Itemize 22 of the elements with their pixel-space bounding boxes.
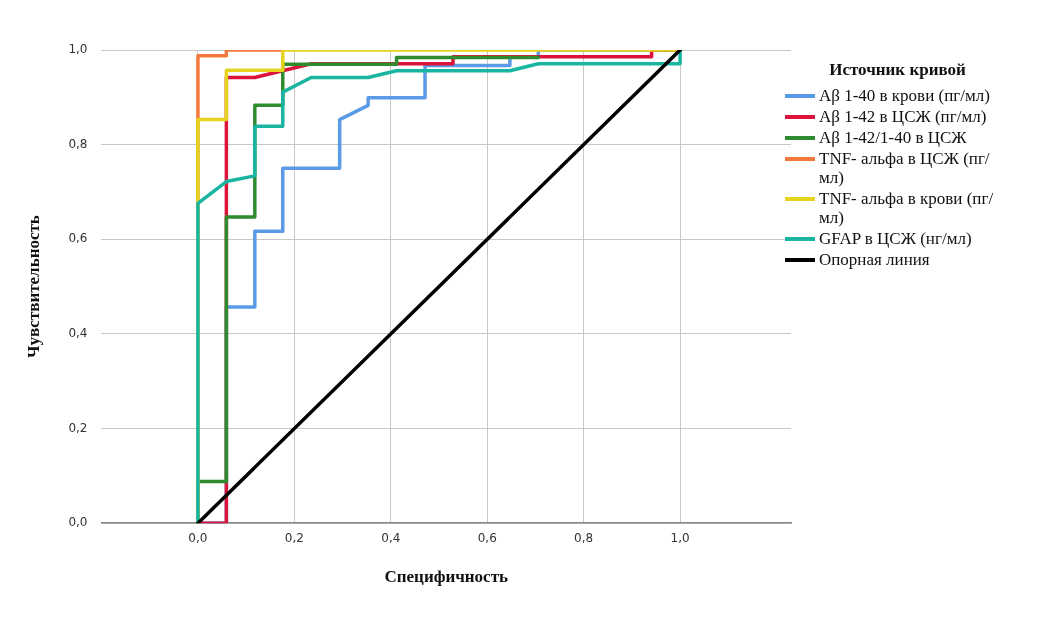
x-tick-label: 0,6 (477, 530, 497, 545)
legend-label: TNF- альфа в ЦСЖ (пг/мл) (819, 149, 991, 187)
legend-label: Опорная линия (819, 250, 930, 269)
legend-label: TNF- альфа в крови (пг/мл) (819, 189, 995, 227)
y-tick-label: 0,0 (68, 515, 88, 530)
y-tick-label: 0,8 (68, 136, 88, 151)
x-axis-title: Специфичность (384, 567, 509, 587)
y-tick-label: 0,2 (68, 420, 88, 435)
y-tick-label: 0,4 (68, 326, 88, 341)
x-tick-label: 0,4 (381, 530, 401, 545)
legend-title: Источник кривой (828, 60, 967, 80)
legend-label: Aβ 1-42 в ЦСЖ (пг/мл) (819, 107, 987, 126)
x-tick-label: 0,0 (188, 530, 208, 545)
legend-label: Aβ 1-40 в крови (пг/мл) (819, 86, 990, 105)
x-tick-label: 0,8 (574, 530, 594, 545)
y-tick-label: 0,6 (68, 231, 88, 246)
x-tick-label: 1,0 (670, 530, 690, 545)
y-tick-label: 1,0 (68, 42, 88, 57)
legend-label: Aβ 1-42/1-40 в ЦСЖ (819, 128, 967, 147)
y-axis-title: Чувствительность (23, 215, 43, 359)
legend-label: GFAP в ЦСЖ (нг/мл) (819, 229, 972, 248)
x-tick-label: 0,2 (284, 530, 304, 545)
